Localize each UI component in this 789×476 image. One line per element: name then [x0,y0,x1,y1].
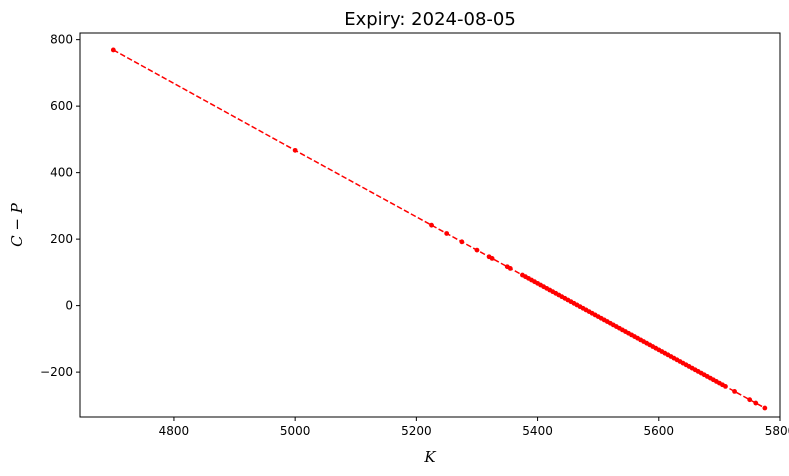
y-tick-label: 600 [50,99,73,113]
x-tick-label: 5400 [522,424,553,438]
data-point [762,405,768,411]
data-point [444,231,450,236]
y-tick-label: 400 [50,166,73,180]
x-tick-label: 5800 [765,424,789,438]
data-point [292,147,298,153]
y-axis: −200 0 200 400 600 800 [40,33,80,379]
x-tick-label: 5200 [401,424,432,438]
data-point [747,397,753,403]
x-axis: 4800 5000 5200 5400 5600 5800 [159,417,789,438]
x-tick-label: 5000 [280,424,311,438]
plot-layer [110,47,768,411]
data-point [110,47,116,53]
chart-title: Expiry: 2024-08-05 [344,9,516,30]
data-point [429,222,434,228]
data-point [723,384,728,389]
y-tick-label: −200 [40,365,73,379]
y-tick-label: 200 [50,232,73,246]
x-axis-label: K [423,448,436,466]
x-tick-label: 5600 [644,424,675,438]
data-point [459,239,465,245]
data-point [474,247,480,253]
data-point [489,256,495,261]
y-tick-label: 800 [50,33,73,47]
data-point [753,400,759,406]
plot-frame [79,32,781,418]
data-point [732,389,737,394]
data-point [507,265,513,271]
x-tick-label: 4800 [159,424,190,438]
y-axis-label: C − P [8,202,26,247]
y-tick-label: 0 [65,299,73,313]
